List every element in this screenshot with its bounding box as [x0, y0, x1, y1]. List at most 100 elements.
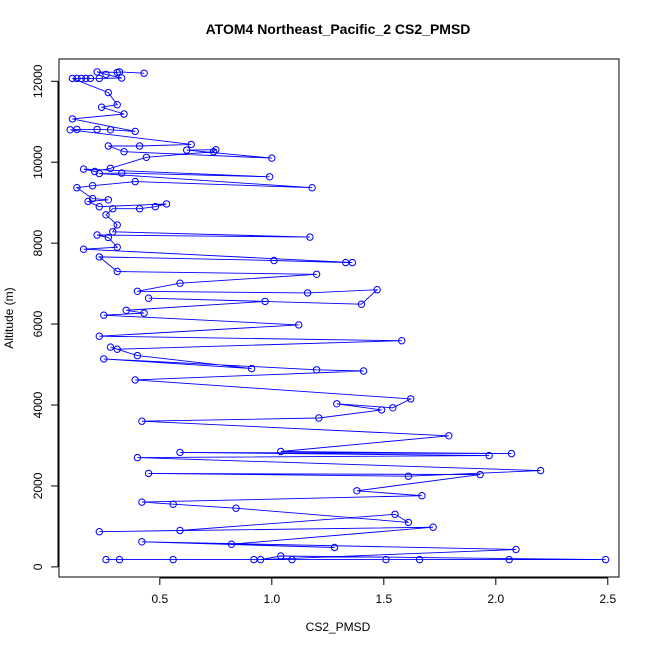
data-point: [359, 367, 368, 375]
data-point: [104, 233, 113, 242]
data-point: [505, 555, 513, 564]
data-point: [106, 343, 115, 351]
data-point: [102, 211, 110, 219]
data-point: [93, 68, 101, 76]
data-point: [303, 289, 312, 297]
data-point: [288, 555, 296, 564]
data-point: [95, 253, 104, 261]
x-tick-label: 1.0: [263, 592, 280, 606]
data-point: [104, 142, 113, 150]
data-point: [68, 115, 77, 123]
plot-frame: [58, 58, 620, 578]
data-point: [113, 243, 121, 251]
data-point: [445, 432, 453, 440]
data-point: [144, 294, 153, 302]
data-point: [131, 177, 139, 186]
data-point: [79, 245, 88, 253]
data-point: [312, 270, 321, 278]
data-point: [536, 466, 545, 475]
data-point: [176, 526, 184, 535]
data-point: [140, 309, 148, 317]
data-point: [142, 153, 151, 162]
y-tick-label: 0: [31, 563, 45, 570]
data-point: [93, 125, 101, 134]
data-point: [68, 74, 77, 83]
data-point: [82, 74, 90, 83]
data-point: [131, 376, 139, 384]
data-point: [270, 256, 278, 265]
data-point: [176, 448, 184, 457]
data-point: [135, 142, 144, 150]
data-point: [95, 203, 104, 211]
data-point: [73, 74, 81, 83]
y-tick-label: 6000: [31, 310, 45, 337]
data-point: [95, 528, 104, 536]
data-point: [100, 311, 108, 319]
y-tick-label: 8000: [31, 229, 45, 256]
data-point: [122, 306, 130, 314]
x-tick-label: 2.0: [487, 592, 504, 606]
data-point: [86, 74, 95, 83]
y-tick-label: 2000: [31, 472, 45, 499]
data-point: [102, 70, 110, 79]
data-point: [476, 470, 484, 479]
data-point: [404, 518, 413, 527]
y-axis: 0 2000 4000 6000 8000 10000 12000: [31, 64, 59, 570]
data-point: [377, 406, 386, 414]
data-point: [209, 148, 218, 156]
data-point: [295, 321, 303, 329]
data-point: [77, 74, 86, 83]
data-point: [91, 167, 99, 176]
data-point: [138, 417, 146, 425]
data-point: [113, 221, 121, 229]
data-point: [97, 103, 106, 111]
data-point: [113, 267, 121, 276]
chart-title: ATOM4 Northeast_Pacific_2 CS2_PMSD: [206, 21, 471, 37]
data-point: [312, 366, 321, 374]
data-point: [308, 184, 316, 192]
data-point: [151, 203, 160, 211]
data-point: [265, 173, 274, 181]
data-point: [144, 469, 153, 478]
series-line: [70, 71, 606, 561]
data-point: [104, 196, 113, 204]
data-point: [512, 545, 520, 554]
data-point: [404, 472, 413, 480]
x-axis: 0.5 1.0 1.5 2.0 2.5: [151, 577, 616, 606]
data-point: [277, 552, 285, 560]
y-tick-label: 4000: [31, 391, 45, 418]
data-point: [138, 538, 146, 546]
data-point: [268, 154, 276, 162]
data-point: [79, 165, 88, 173]
data-point: [113, 345, 121, 353]
data-point: [315, 414, 323, 422]
y-axis-label: Altitude (m): [2, 287, 16, 348]
data-points: [66, 68, 610, 564]
data-point: [389, 404, 397, 412]
x-tick-label: 2.5: [599, 592, 616, 606]
data-point: [277, 447, 285, 456]
data-point: [120, 148, 128, 156]
data-point: [140, 69, 148, 77]
data-point: [330, 543, 339, 552]
data-point: [131, 127, 139, 136]
data-point: [95, 332, 104, 340]
data-point: [100, 355, 108, 363]
y-tick-label: 10000: [31, 145, 45, 179]
data-point: [109, 228, 117, 236]
data-point: [113, 101, 121, 109]
data-point: [187, 140, 195, 149]
data-point: [104, 88, 113, 97]
data-point: [88, 194, 97, 203]
data-point: [176, 279, 184, 287]
data-point: [373, 286, 381, 294]
data-point: [169, 500, 177, 508]
data-point: [357, 300, 366, 308]
data-point: [601, 555, 610, 564]
data-point: [398, 337, 406, 345]
data-point: [138, 498, 146, 506]
data-point: [212, 146, 220, 154]
data-point: [261, 297, 269, 306]
data-point: [93, 231, 101, 239]
